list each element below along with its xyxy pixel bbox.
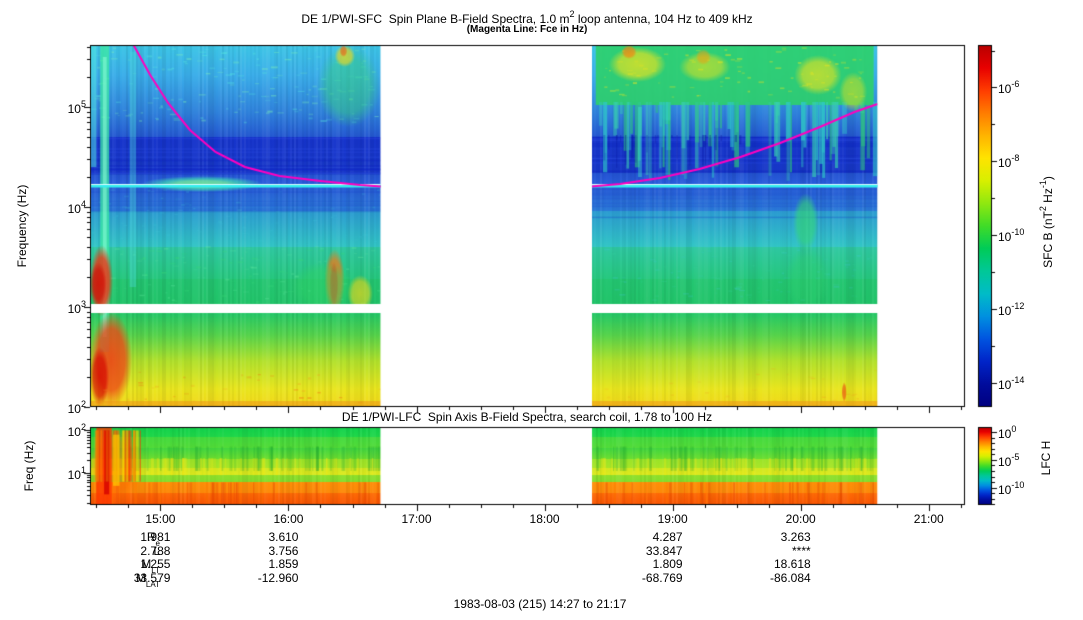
ephemeris-value: 1.859 — [268, 557, 299, 571]
sfc_spectrogram-colorbar-tick-label: 10-12 — [998, 301, 1025, 319]
ephemeris-value: 33.847 — [645, 544, 683, 558]
lfc_spectrogram-ytick-label: 102 — [67, 422, 86, 440]
sfc_spectrogram-ytick-label: 104 — [67, 199, 86, 216]
ephemeris-value: 3.756 — [268, 544, 299, 558]
time-tick-label: 16:00 — [273, 512, 304, 526]
lfc-y-axis-label: Freq (Hz) — [22, 440, 36, 492]
lfc_spectrogram-colorbar-tick-label: 10-10 — [998, 479, 1025, 497]
sfc-title: DE 1/PWI-SFC Spin Plane B-Field Spectra,… — [301, 9, 753, 26]
lfc_spectrogram-colorbar-tick-label: 100 — [998, 424, 1017, 441]
ephemeris-value: -12.960 — [257, 571, 299, 585]
sfc_spectrogram-colorbar-tick-label: 10-10 — [998, 227, 1025, 245]
ephemeris-value: 4.287 — [652, 530, 683, 544]
lfc-title: DE 1/PWI-LFC Spin Axis B-Field Spectra, … — [341, 410, 713, 424]
sfc_spectrogram-ytick-label: 105 — [67, 99, 86, 116]
ephemeris-row-label: L — [153, 544, 160, 558]
ephemeris-value: **** — [791, 544, 811, 558]
time-tick-label: 21:00 — [913, 512, 944, 526]
sfc-y-axis-label: Frequency (Hz) — [15, 184, 29, 268]
sfc_spectrogram-ytick-label: 102 — [67, 399, 86, 416]
ephemeris-value: 18.618 — [773, 557, 811, 571]
time-tick-label: 18:00 — [529, 512, 560, 526]
time-tick-label: 19:00 — [657, 512, 688, 526]
lfc-colorbar-label: LFC H — [1039, 440, 1053, 476]
sfc_spectrogram-ytick-label: 103 — [67, 299, 86, 316]
lfc_spectrogram-ytick-label: 101 — [67, 465, 86, 483]
ephemeris-value: 3.263 — [780, 530, 811, 544]
ephemeris-value: 1.981 — [140, 530, 171, 544]
sfc-colorbar-label: SFC B (nT2 Hz-1) — [1038, 176, 1055, 268]
ephemeris-value: 1.255 — [140, 557, 171, 571]
sfc-subtitle: (Magenta Line: Fce in Hz) — [466, 24, 588, 35]
time-tick-label: 17:00 — [401, 512, 432, 526]
ephemeris-value: -86.084 — [769, 571, 811, 585]
sfc_spectrogram-colorbar-tick-label: 10-14 — [998, 374, 1025, 392]
ephemeris-value: -68.769 — [641, 571, 683, 585]
sfc_spectrogram-colorbar-tick-label: 10-8 — [998, 153, 1020, 171]
time-tick-label: 20:00 — [785, 512, 816, 526]
ephemeris-row-label: Re — [146, 530, 160, 549]
lfc_spectrogram-colorbar-tick-label: 10-5 — [998, 451, 1020, 469]
ephemeris-value: 2.788 — [140, 544, 171, 558]
time-tick-label: 15:00 — [145, 512, 176, 526]
ephemeris-row-label: MLT — [141, 557, 160, 576]
footer-time-range: 1983-08-03 (215) 14:27 to 21:17 — [453, 597, 627, 611]
ephemeris-value: 3.610 — [268, 530, 299, 544]
ephemeris-value: 33.579 — [133, 571, 171, 585]
ephemeris-row-label: MLAT — [135, 571, 160, 590]
sfc_spectrogram-colorbar-tick-label: 10-6 — [998, 79, 1020, 97]
ephemeris-value: 1.809 — [652, 557, 683, 571]
